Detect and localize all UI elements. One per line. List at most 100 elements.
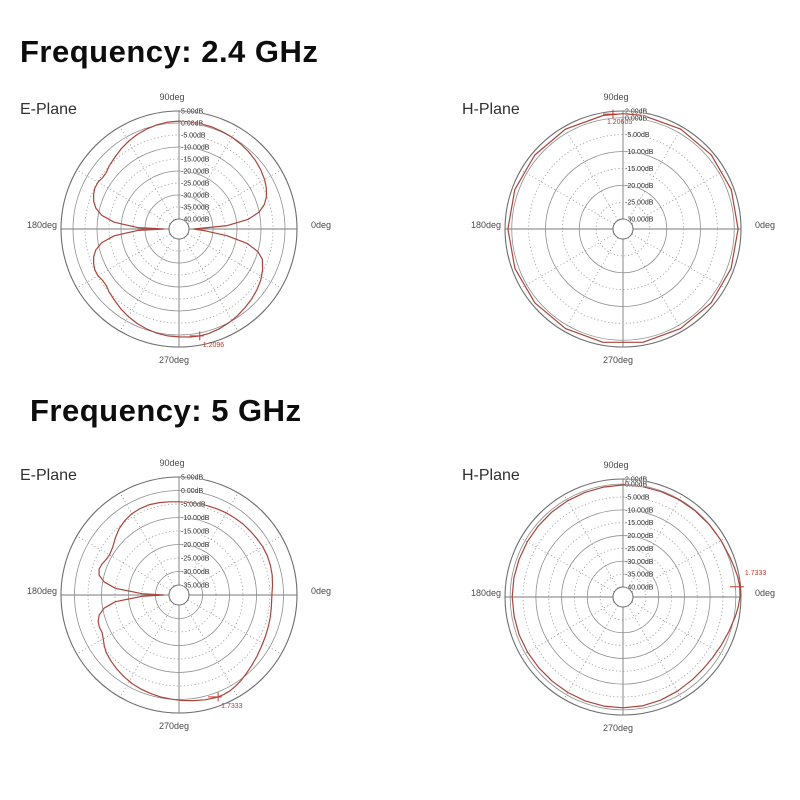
- db-ring-label: 5.00dB: [181, 475, 204, 482]
- ring--15db: [114, 530, 244, 660]
- ring--35db: [599, 573, 647, 621]
- db-ring-label: 5.00dB: [181, 109, 204, 116]
- plane-label-h-plane-2g4: H-Plane: [462, 101, 520, 118]
- db-ring-label: 0.00dB: [181, 488, 204, 495]
- angle-label-180deg: 180deg: [27, 220, 57, 230]
- db-ring-label: -25.00dB: [625, 546, 654, 553]
- spoke-line: [183, 237, 239, 332]
- e-plane-5g-chart: 1.7333 5.00dB 0.00dB -5.00dB -10.00dB -15.00d…: [27, 458, 331, 731]
- ring-2db: [504, 478, 742, 716]
- spoke-line: [563, 237, 619, 332]
- spoke-line: [119, 237, 175, 332]
- radiation-trace: [92, 120, 267, 338]
- center-hole: [168, 218, 190, 240]
- db-ring-label: -15.00dB: [625, 166, 654, 173]
- e-plane-2g4-chart: 1.2096 5.00dB 0.00dB -5.00dB -10.00dB -15.00d…: [27, 92, 331, 365]
- ring--30db: [586, 560, 660, 634]
- spoke-line: [76, 233, 171, 289]
- spoke-line: [183, 126, 239, 221]
- db-ring-label: -10.00dB: [181, 515, 210, 522]
- db-ring-label: -30.00dB: [625, 559, 654, 566]
- angle-label-0deg: 0deg: [755, 220, 775, 230]
- db-ring-label: -5.00dB: [625, 132, 650, 139]
- db-ring-label: -10.00dB: [625, 507, 654, 514]
- angle-label-180deg: 180deg: [471, 588, 501, 598]
- ring-2db: [504, 110, 742, 348]
- ring--15db: [561, 167, 685, 291]
- spoke-line: [563, 126, 619, 221]
- ring--5db: [84, 134, 274, 324]
- db-ring-label: -40.00dB: [181, 217, 210, 224]
- ring--20db: [128, 544, 230, 646]
- spoke-line: [627, 605, 683, 700]
- ring-0db: [72, 122, 286, 336]
- db-ring-label: -30.00dB: [625, 217, 654, 224]
- db-ring-label: -30.00dB: [181, 193, 210, 200]
- db-ring-label: 0.00dB: [181, 121, 204, 128]
- db-ring-label: -5.00dB: [625, 495, 650, 502]
- db-ring-label: -15.00dB: [181, 157, 210, 164]
- spoke-line: [520, 233, 615, 289]
- db-ring-label: -35.00dB: [181, 583, 210, 590]
- radiation-trace: [97, 501, 274, 702]
- spoke-line: [76, 169, 171, 225]
- db-ring-label: -10.00dB: [625, 149, 654, 156]
- angle-label-180deg: 180deg: [471, 220, 501, 230]
- marker-value-label: 1.20605: [607, 119, 632, 126]
- angle-label-90deg: 90deg: [603, 92, 628, 102]
- ring--30db: [144, 194, 214, 264]
- angle-label-0deg: 0deg: [311, 586, 331, 596]
- ring--10db: [535, 509, 711, 685]
- ring--25db: [141, 557, 217, 633]
- db-ring-label: 2.00dB: [625, 477, 648, 484]
- radiation-trace: [511, 484, 741, 709]
- spoke-line: [627, 494, 683, 589]
- ring--5db: [522, 496, 724, 698]
- db-ring-label: -15.00dB: [181, 529, 210, 536]
- ring--20db: [578, 184, 668, 274]
- db-ring-label: -25.00dB: [181, 556, 210, 563]
- ring--10db: [96, 146, 262, 312]
- angle-label-270deg: 270deg: [159, 355, 189, 365]
- ring--25db: [574, 548, 672, 646]
- ring-0db: [509, 483, 737, 711]
- spoke-line: [631, 601, 726, 657]
- db-ring-label: 0.00dB: [625, 115, 648, 122]
- angle-label-270deg: 270deg: [159, 721, 189, 731]
- db-ring-label: 0.00dB: [625, 482, 648, 489]
- spoke-line: [631, 169, 726, 225]
- spoke-line: [76, 599, 171, 655]
- ring--15db: [548, 522, 698, 672]
- ring--15db: [108, 158, 250, 300]
- center-hole: [168, 584, 190, 606]
- spoke-line: [520, 601, 615, 657]
- db-ring-label: -20.00dB: [181, 169, 210, 176]
- db-ring-label: -5.00dB: [181, 502, 206, 509]
- plane-label-h-plane-5g: H-Plane: [462, 467, 520, 484]
- db-ring-label: -30.00dB: [181, 569, 210, 576]
- ring--25db: [132, 182, 226, 276]
- spoke-line: [627, 126, 683, 221]
- spoke-line: [627, 237, 683, 332]
- spoke-line: [520, 169, 615, 225]
- ring--10db: [545, 151, 701, 307]
- radiation-trace: [507, 113, 739, 343]
- angle-label-270deg: 270deg: [603, 723, 633, 733]
- frequency-title-5g: Frequency: 5 GHz: [30, 393, 302, 428]
- db-ring-label: -20.00dB: [625, 533, 654, 540]
- ring--20db: [120, 170, 238, 288]
- marker-value-label: 1.7333: [745, 570, 767, 577]
- ring-5db: [60, 476, 298, 714]
- db-ring-label: -40.00dB: [625, 585, 654, 592]
- spoke-line: [119, 492, 175, 587]
- db-ring-label: -25.00dB: [625, 200, 654, 207]
- spoke-line: [119, 603, 175, 698]
- ring--10db: [101, 517, 257, 673]
- ring-5db: [60, 110, 298, 348]
- ring--25db: [595, 201, 651, 257]
- angle-label-0deg: 0deg: [311, 220, 331, 230]
- db-ring-label: -20.00dB: [181, 542, 210, 549]
